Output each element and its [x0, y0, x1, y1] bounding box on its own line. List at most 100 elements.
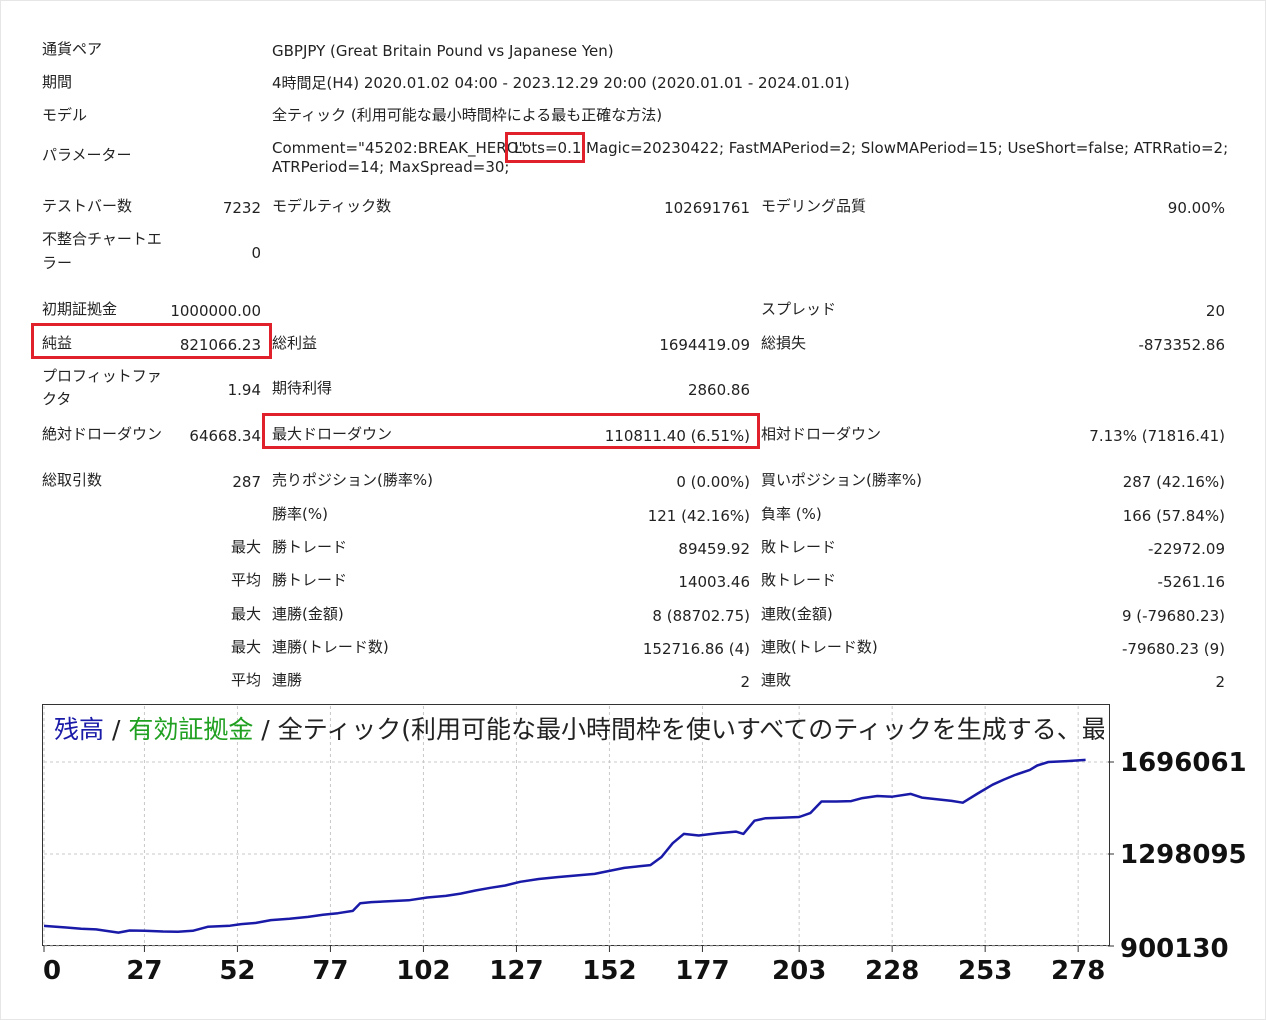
abs-drawdown-value: 64668.34: [189, 427, 261, 445]
avg-win-label: 勝トレード: [272, 571, 348, 589]
gross-loss-label: 総損失: [761, 334, 807, 352]
avg-loss-value: -5261.16: [1157, 573, 1225, 591]
long-positions-value: 287 (42.16%): [1122, 473, 1225, 491]
chart-title-sep-2: /: [253, 715, 278, 744]
cons-loss-money-value: 9 (-79680.23): [1121, 607, 1225, 625]
cons-loss-count-label: 連敗(トレード数): [761, 638, 878, 656]
chart-title-rest: 全ティック(利用可能な最小時間枠を使いすべてのティックを生成する、最も: [277, 715, 1104, 744]
largest-loss-label: 敗トレード: [761, 538, 837, 556]
avg-cons-win-label: 連勝: [272, 671, 303, 689]
rel-drawdown-label: 相対ドローダウン: [761, 425, 882, 443]
loss-rate-label: 負率 (%): [761, 505, 822, 523]
mismatch-label-2: ラー: [42, 254, 73, 272]
win-rate-label: 勝率(%): [272, 505, 328, 523]
abs-drawdown-label: 絶対ドローダウン: [42, 425, 163, 443]
net-profit-highlight-box: [31, 323, 272, 359]
total-trades-label: 総取引数: [42, 471, 103, 489]
largest-win-label: 勝トレード: [272, 538, 348, 556]
period-value: 4時間足(H4) 2020.01.02 04:00 - 2023.12.29 2…: [272, 74, 850, 92]
avg-cons-loss-value: 2: [1215, 673, 1225, 691]
chart-title-equity: 有効証拠金: [128, 715, 254, 744]
profit-factor-label-1: プロフィットファ: [42, 367, 162, 385]
chart-title: 残高 / 有効証拠金 / 全ティック(利用可能な最小時間枠を使いすべてのティック…: [54, 714, 1104, 746]
max-cons-money-prefix: 最大: [230, 605, 261, 623]
cons-loss-count-value: -79680.23 (9): [1121, 640, 1225, 658]
deposit-label: 初期証拠金: [42, 300, 118, 318]
long-positions-label: 買いポジション(勝率%): [761, 471, 922, 489]
y-tick-label-top: 1696061: [1120, 748, 1247, 778]
net-profit-label: 純益: [42, 334, 73, 352]
max-drawdown-highlight-box: [262, 413, 760, 449]
mismatch-label-1: 不整合チャートエ: [42, 230, 162, 248]
x-tick-label: 52: [219, 956, 256, 986]
params-label: パラメーター: [42, 146, 132, 164]
x-tick-label: 77: [312, 956, 349, 986]
params-lots: Lots=0.1;: [514, 139, 587, 157]
cons-win-money-label: 連勝(金額): [272, 605, 344, 623]
params-part2: Magic=20230422; FastMAPeriod=2; SlowMAPe…: [586, 139, 1229, 157]
mismatch-value: 0: [251, 244, 261, 262]
avg-cons-win-value: 2: [740, 673, 750, 691]
avg-win-value: 14003.46: [678, 573, 750, 591]
rel-drawdown-value: 7.13% (71816.41): [1089, 427, 1225, 445]
average-prefix: 平均: [230, 571, 261, 589]
short-positions-label: 売りポジション(勝率%): [272, 471, 433, 489]
max-drawdown-value: 110811.40 (6.51%): [604, 427, 750, 445]
balance-chart-frame: [42, 704, 1110, 946]
avg-cons-loss-label: 連敗: [761, 671, 792, 689]
largest-win-value: 89459.92: [678, 540, 750, 558]
x-tick-label: 203: [772, 956, 827, 986]
model-value: 全ティック (利用可能な最小時間枠による最も正確な方法): [272, 106, 663, 124]
bars-label: テストバー数: [42, 197, 133, 215]
short-positions-value: 0 (0.00%): [676, 473, 750, 491]
chart-title-sep-1: /: [104, 715, 129, 744]
x-tick-label: 228: [865, 956, 920, 986]
loss-rate-value: 166 (57.84%): [1122, 507, 1225, 525]
spread-value: 20: [1205, 302, 1225, 320]
cons-win-money-value: 8 (88702.75): [652, 607, 750, 625]
ticks-label: モデルティック数: [272, 197, 392, 215]
gross-profit-value: 1694419.09: [659, 336, 750, 354]
x-tick-label: 177: [675, 956, 730, 986]
x-tick-label: 102: [396, 956, 451, 986]
gross-loss-value: -873352.86: [1138, 336, 1225, 354]
max-cons-count-prefix: 最大: [230, 638, 261, 656]
lots-highlight-box: [505, 132, 585, 163]
net-profit-value: 821066.23: [179, 336, 261, 354]
y-tick-label-mid: 1298095: [1120, 840, 1247, 870]
pair-label: 通貨ペア: [42, 40, 103, 58]
x-tick-label: 0: [42, 956, 62, 986]
balance-line: [43, 758, 1086, 934]
model-label: モデル: [42, 106, 88, 124]
largest-loss-value: -22972.09: [1148, 540, 1225, 558]
max-drawdown-label: 最大ドローダウン: [272, 425, 393, 443]
pair-value: GBPJPY (Great Britain Pound vs Japanese …: [272, 42, 614, 60]
profit-factor-label-2: クタ: [42, 390, 72, 408]
expected-payoff-value: 2860.86: [687, 381, 750, 399]
win-rate-value: 121 (42.16%): [647, 507, 750, 525]
deposit-value: 1000000.00: [170, 302, 261, 320]
cons-win-count-label: 連勝(トレード数): [272, 638, 389, 656]
params-line2: ATRPeriod=14; MaxSpread=30;: [272, 158, 510, 176]
avg-cons-prefix: 平均: [230, 671, 261, 689]
spread-label: スプレッド: [761, 300, 837, 318]
cons-loss-money-label: 連敗(金額): [761, 605, 833, 623]
ticks-value: 102691761: [664, 199, 750, 217]
quality-label: モデリング品質: [761, 197, 867, 215]
bars-value: 7232: [222, 199, 261, 217]
quality-value: 90.00%: [1167, 199, 1225, 217]
x-tick-label: 152: [582, 956, 637, 986]
profit-factor-value: 1.94: [227, 381, 261, 399]
params-part1: Comment="45202:BREAK_HERO": [272, 139, 526, 157]
x-tick-label: 278: [1051, 956, 1106, 986]
largest-prefix: 最大: [230, 538, 261, 556]
total-trades-value: 287: [232, 473, 261, 491]
x-tick-label: 127: [489, 956, 544, 986]
y-tick-label-bottom: 900130: [1120, 934, 1229, 964]
chart-title-balance: 残高: [54, 715, 105, 744]
x-tick-label: 27: [126, 956, 163, 986]
cons-win-count-value: 152716.86 (4): [642, 640, 750, 658]
x-tick-label: 253: [958, 956, 1013, 986]
expected-payoff-label: 期待利得: [272, 379, 333, 397]
